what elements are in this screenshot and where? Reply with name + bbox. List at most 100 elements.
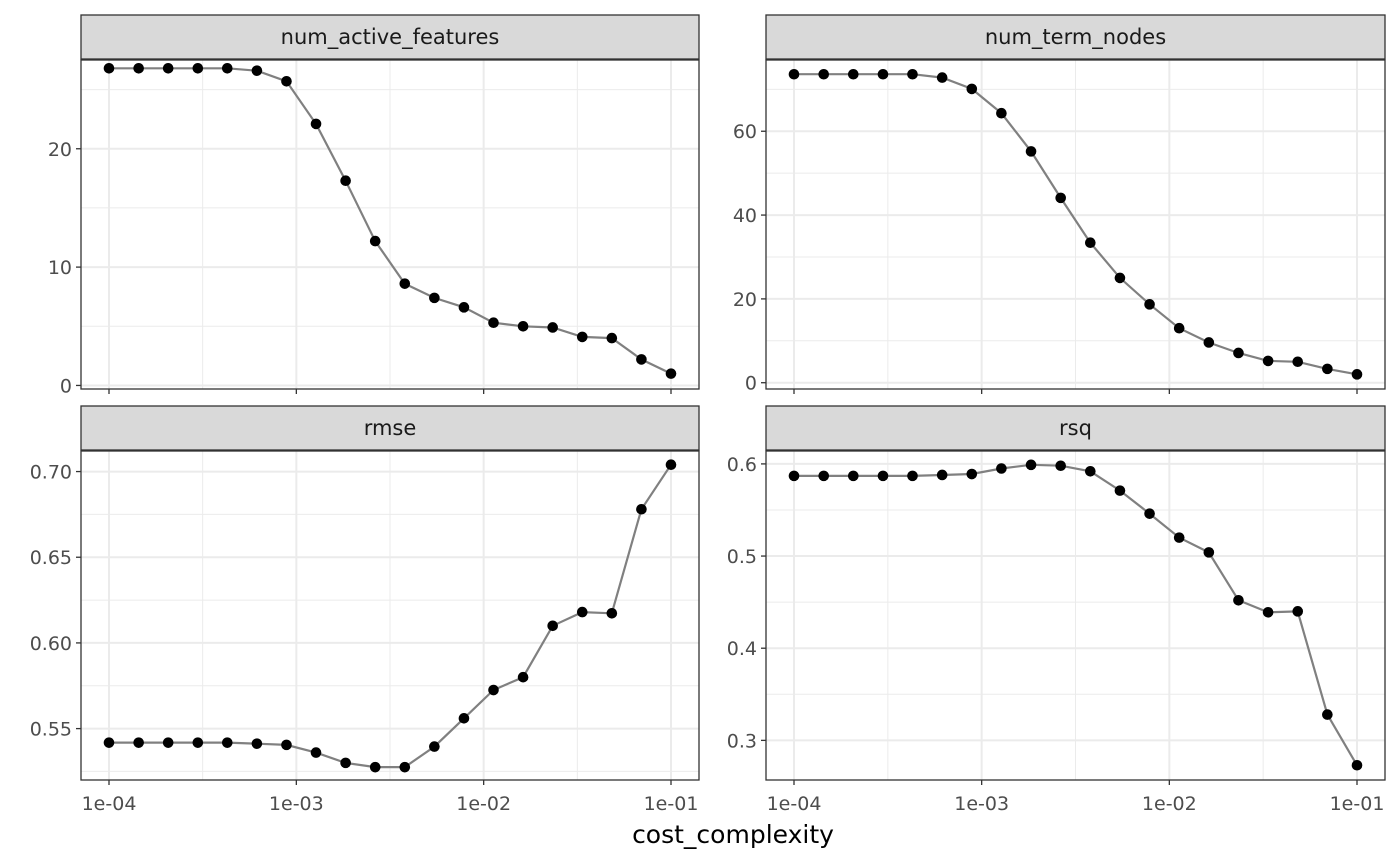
x-tick-label: 1e-04 [82, 793, 137, 815]
data-point [1173, 532, 1185, 543]
panel-border [765, 59, 1386, 390]
data-point [1292, 606, 1304, 617]
data-point [1025, 146, 1037, 157]
data-point [488, 684, 499, 696]
data-point [936, 469, 948, 481]
data-point [996, 107, 1007, 119]
data-point [636, 354, 647, 365]
data-point [907, 470, 918, 482]
x-tick-label: 1e-04 [767, 793, 822, 815]
data-point [1262, 355, 1274, 367]
y-tick-label: 60 [733, 121, 757, 143]
panel-border [80, 59, 700, 390]
facet-strip [80, 405, 700, 451]
y-tick-label: 0 [60, 375, 72, 397]
data-point [133, 62, 144, 74]
data-point [1114, 272, 1126, 284]
data-point [1025, 459, 1037, 471]
y-tick-label: 0.4 [727, 638, 757, 660]
data-point [221, 62, 233, 74]
data-point [1203, 547, 1215, 558]
data-point [310, 747, 322, 758]
y-tick-label: 0.6 [727, 454, 757, 476]
data-point [936, 72, 948, 83]
data-point [788, 470, 800, 482]
data-point [281, 739, 292, 751]
data-point [399, 278, 411, 289]
y-tick-label: 0.3 [727, 730, 757, 752]
data-point [340, 175, 351, 187]
y-tick-label: 0.5 [727, 546, 757, 568]
data-point [192, 737, 204, 748]
data-point [162, 62, 174, 74]
data-point [429, 292, 440, 304]
panel-rsq: rsq 0.3 0.4 0.5 0.6 1e-04 1e-03 1e-02 1e-01 [727, 405, 1386, 815]
data-point [1322, 363, 1333, 375]
data-point [340, 757, 351, 769]
y-tick-label: 20 [733, 289, 757, 311]
x-tick-label: 1e-03 [269, 793, 324, 815]
facet-strip [765, 14, 1386, 60]
data-point [877, 68, 889, 80]
data-point [458, 713, 470, 724]
data-point [966, 83, 978, 95]
data-point [399, 761, 411, 773]
data-point [1055, 192, 1066, 204]
y-tick-label: 10 [48, 257, 72, 279]
data-point [547, 322, 558, 333]
y-tick-label: 0.65 [30, 547, 72, 569]
data-point [547, 620, 558, 632]
data-point [369, 761, 381, 773]
data-point [1055, 460, 1066, 472]
x-tick-label: 1e-01 [644, 793, 699, 815]
data-point [133, 737, 144, 748]
data-point [1085, 465, 1096, 477]
data-point [162, 737, 174, 748]
facet-strip-label: num_active_features [281, 25, 500, 50]
data-point [517, 671, 529, 683]
data-point [1322, 709, 1333, 720]
data-point [847, 470, 859, 482]
data-point [369, 235, 381, 247]
data-point [517, 320, 529, 332]
data-point [1144, 508, 1155, 519]
data-point [281, 76, 292, 87]
data-point [1114, 485, 1126, 496]
data-point [996, 463, 1007, 474]
data-point [966, 468, 978, 480]
data-point [1173, 322, 1185, 334]
data-point [1144, 299, 1155, 310]
data-point [665, 368, 677, 379]
facet-strip-label: rmse [364, 416, 417, 440]
facet-strip [765, 405, 1386, 451]
x-tick-label: 1e-02 [1142, 793, 1197, 815]
y-tick-label: 20 [48, 139, 72, 161]
data-point [818, 68, 830, 80]
data-point [1203, 337, 1215, 348]
data-point [221, 737, 233, 748]
data-point [636, 503, 647, 515]
panel-border [765, 450, 1386, 781]
data-point [576, 331, 588, 343]
y-tick-label: 0.55 [30, 719, 72, 741]
data-point [818, 470, 830, 482]
data-point [1351, 369, 1363, 380]
x-axis-title: cost_complexity [632, 820, 834, 849]
x-tick-label: 1e-01 [1330, 793, 1385, 815]
data-point [1233, 347, 1244, 359]
data-point [103, 737, 115, 748]
data-point [788, 68, 800, 80]
panel-num_active_features: num_active_features 0 10 20 [48, 14, 700, 397]
facet-strip [80, 14, 700, 60]
data-point [1262, 606, 1274, 618]
data-point [907, 68, 918, 80]
data-point [1085, 237, 1096, 249]
data-point [488, 317, 499, 329]
x-tick-label: 1e-03 [954, 793, 1009, 815]
data-point [576, 606, 588, 618]
data-point [606, 332, 618, 344]
y-tick-label: 0 [745, 373, 757, 395]
data-point [458, 302, 470, 313]
y-tick-label: 0.60 [30, 633, 72, 655]
data-point [429, 741, 440, 752]
